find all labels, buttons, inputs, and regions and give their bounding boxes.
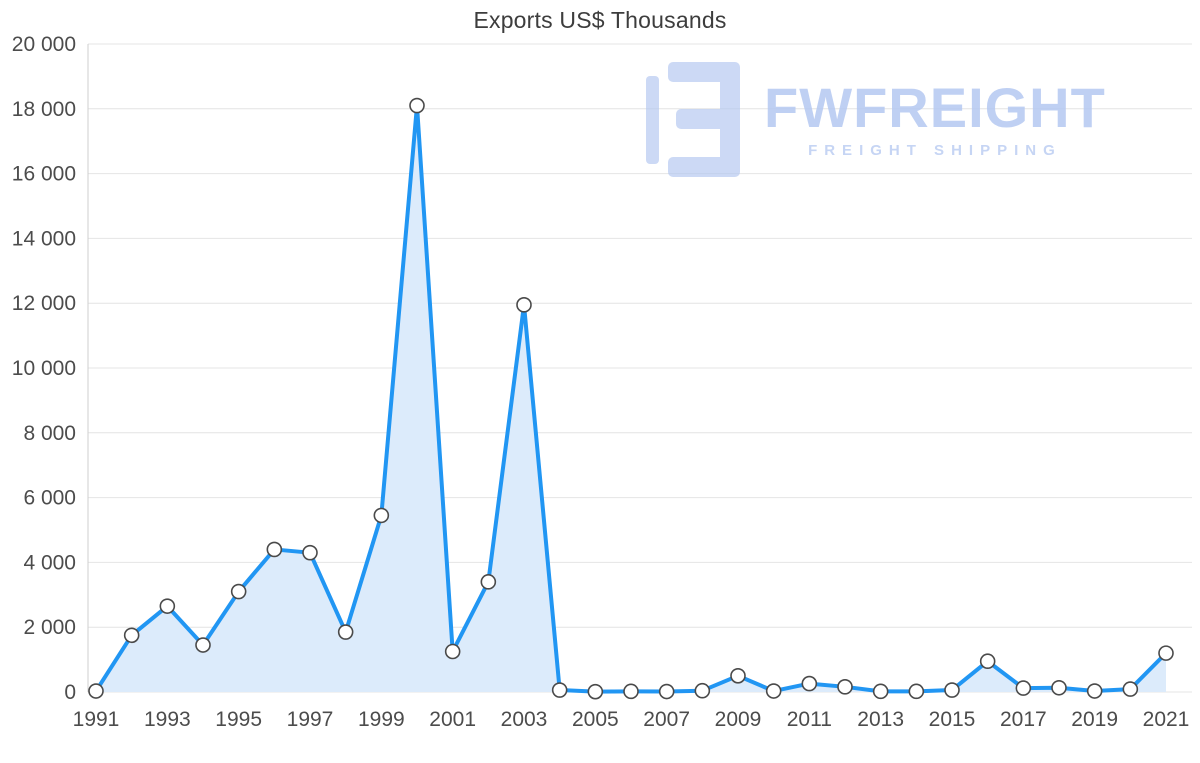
- data-point: [1122, 681, 1139, 697]
- x-tick-label: 2013: [857, 708, 904, 731]
- y-tick-label: 14 000: [12, 227, 76, 250]
- x-tick-label: 2017: [1000, 708, 1047, 731]
- x-tick-label: 2003: [501, 708, 548, 731]
- x-tick-label: 2021: [1143, 708, 1190, 731]
- data-point: [337, 624, 354, 640]
- x-tick-label: 2005: [572, 708, 619, 731]
- y-tick-label: 20 000: [12, 33, 76, 56]
- x-tick-label: 2001: [429, 708, 476, 731]
- y-tick-label: 16 000: [12, 163, 76, 186]
- data-point: [551, 682, 568, 698]
- y-tick-label: 18 000: [12, 98, 76, 121]
- data-point: [1015, 680, 1032, 696]
- y-tick-label: 8 000: [23, 422, 76, 445]
- x-tick-label: 1997: [287, 708, 334, 731]
- data-point: [658, 683, 675, 700]
- data-point: [230, 583, 247, 600]
- y-tick-label: 12 000: [12, 292, 76, 315]
- x-tick-label: 2019: [1071, 708, 1118, 731]
- data-point: [88, 683, 104, 699]
- data-point: [694, 682, 711, 699]
- data-point: [516, 297, 532, 313]
- chart-title: Exports US$ Thousands: [473, 7, 727, 33]
- data-point: [1086, 683, 1103, 699]
- data-point: [1158, 645, 1174, 661]
- x-tick-label: 1999: [358, 708, 405, 731]
- data-point: [908, 683, 925, 700]
- y-tick-label: 10 000: [12, 357, 76, 380]
- data-point: [837, 679, 853, 695]
- data-point: [195, 637, 211, 653]
- y-tick-label: 0: [64, 681, 76, 704]
- data-point: [123, 627, 140, 644]
- x-tick-label: 2015: [929, 708, 976, 731]
- x-tick-label: 1991: [73, 708, 120, 731]
- x-tick-label: 2011: [787, 708, 832, 731]
- data-point: [623, 683, 639, 700]
- data-point: [480, 574, 497, 590]
- series-area: [96, 105, 1166, 692]
- data-point: [373, 507, 390, 524]
- data-point: [409, 97, 425, 114]
- data-point: [1051, 679, 1067, 696]
- y-tick-label: 6 000: [23, 487, 76, 510]
- data-point: [801, 675, 818, 692]
- data-point: [944, 682, 960, 698]
- y-tick-label: 2 000: [23, 616, 76, 639]
- data-point: [765, 683, 782, 699]
- data-point: [587, 683, 604, 700]
- x-tick-label: 1995: [215, 708, 262, 731]
- data-point: [444, 643, 461, 660]
- data-point: [302, 544, 318, 561]
- x-tick-label: 1993: [144, 708, 191, 731]
- data-point: [730, 667, 746, 684]
- data-point: [159, 598, 176, 614]
- y-tick-label: 4 000: [23, 551, 76, 574]
- data-point: [872, 683, 889, 700]
- x-tick-label: 2009: [715, 708, 762, 731]
- data-point: [266, 541, 283, 558]
- data-point: [979, 653, 996, 670]
- x-tick-label: 2007: [643, 708, 690, 731]
